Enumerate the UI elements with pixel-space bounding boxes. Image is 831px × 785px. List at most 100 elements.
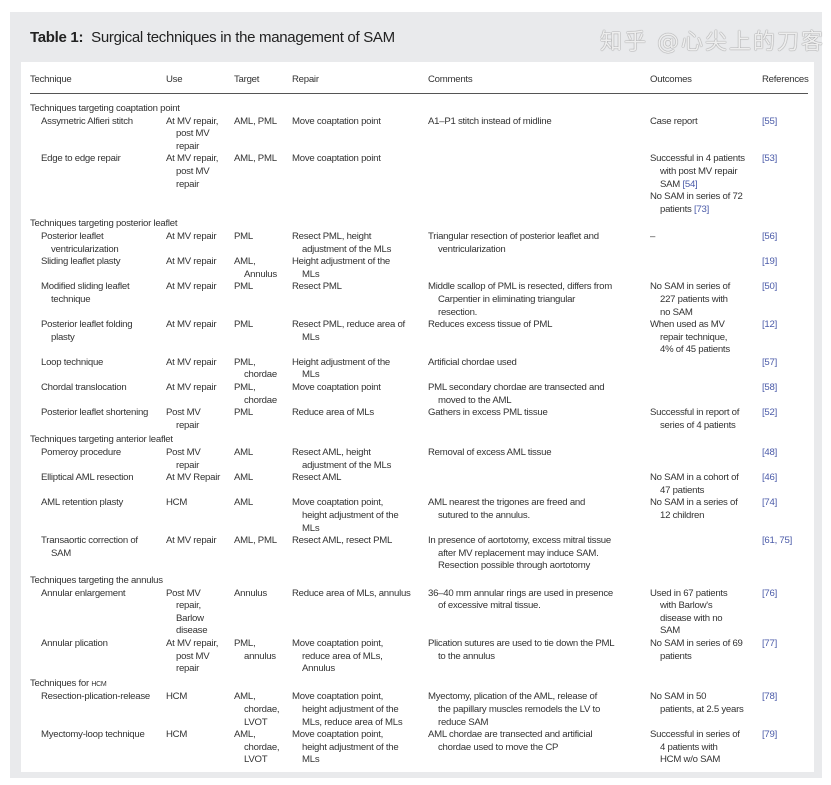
target-cell: AML, chordae, LVOT — [234, 729, 292, 767]
section-heading-text: Techniques targeting anterior leaflet — [30, 434, 173, 446]
reference-link[interactable]: [56] — [762, 230, 778, 242]
technique-cell: Chordal translocation — [30, 382, 166, 407]
table-caption: Surgical techniques in the management of… — [91, 29, 395, 46]
col-references: References — [762, 73, 809, 85]
reference-link[interactable]: [73] — [694, 203, 710, 215]
reference-link[interactable]: [53] — [762, 153, 778, 165]
use-cell: Post MV repair — [166, 407, 234, 432]
technique-text: Annular enlargement — [41, 587, 126, 599]
col-technique: Technique — [30, 73, 72, 85]
repair-cell: Reduce area of MLs, annulus — [292, 588, 428, 638]
outcome-text: Successful in report of series of 4 pati… — [650, 407, 740, 431]
reference-link[interactable]: [12] — [762, 319, 778, 331]
use-cell: At MV repair — [166, 319, 234, 357]
watermark: 知乎 @心尖上的刀客 — [600, 30, 825, 55]
references-cell: [12] — [762, 319, 808, 357]
technique-cell: Myectomy-loop technique — [30, 729, 166, 767]
comments-text: Gathers in excess PML tissue — [428, 407, 548, 419]
comments-cell: 36–40 mm annular rings are used in prese… — [428, 588, 650, 638]
reference-link[interactable]: [46] — [762, 472, 778, 484]
comments-text: Myectomy, plication of the AML, release … — [428, 691, 601, 728]
comments-text: Middle scallop of PML is resected, diffe… — [428, 281, 612, 318]
use-cell: At MV Repair — [166, 472, 234, 497]
use-cell: At MV repair — [166, 382, 234, 407]
reference-link[interactable]: [76] — [762, 587, 778, 599]
references-cell: [79] — [762, 729, 808, 767]
comments-cell: Myectomy, plication of the AML, release … — [428, 691, 650, 729]
reference-link[interactable]: [50] — [762, 281, 778, 293]
repair-text: Reduce area of MLs, annulus — [292, 587, 411, 599]
outcomes-cell: Successful in series of 4 patients with … — [650, 729, 762, 767]
table-row: Annular enlargement Post MV repair, Barlo… — [30, 588, 808, 638]
target-cell: PML — [234, 281, 292, 319]
reference-link[interactable]: [54] — [682, 178, 698, 190]
repair-text: Move coaptation point, height adjustment… — [292, 729, 399, 766]
outcome-text: Successful in series of 4 patients with … — [650, 729, 740, 766]
table-row: Posterior leaflet folding plasty At MV re… — [30, 319, 808, 357]
repair-text: Move coaptation point, height adjustment… — [292, 691, 403, 728]
use-cell: HCM — [166, 691, 234, 729]
references-cell: [19] — [762, 256, 808, 281]
comments-cell: Middle scallop of PML is resected, diffe… — [428, 281, 650, 319]
use-text: Post MV repair — [166, 407, 201, 431]
reference-link[interactable]: [48] — [762, 447, 778, 459]
use-text: At MV repair — [166, 535, 217, 547]
technique-text: Myectomy-loop technique — [41, 729, 145, 741]
target-text: AML — [234, 447, 253, 459]
target-cell: PML, chordae — [234, 357, 292, 382]
outcomes-cell: No SAM in series of 69 patients — [650, 638, 762, 676]
reference-link[interactable]: [58] — [762, 382, 778, 394]
outcome-text: No SAM in series of 69 patients — [650, 637, 743, 662]
outcome-entry: No SAM in a cohort of 47 patients — [650, 472, 758, 497]
table-row: Annular plication At MV repair, post MV r… — [30, 638, 808, 676]
technique-cell: Annular enlargement — [30, 588, 166, 638]
header-row: Technique Use Target Repair Comments Out… — [30, 67, 809, 94]
outcome-entry: No SAM in series of 69 patients — [650, 638, 758, 663]
outcomes-cell — [650, 382, 762, 407]
comments-cell: AML chordae are transected and artificia… — [428, 729, 650, 767]
use-text: At MV repair, post MV repair — [166, 153, 219, 190]
comments-cell: A1–P1 stitch instead of midline — [428, 116, 650, 154]
repair-text: Move coaptation point — [292, 153, 381, 165]
reference-link[interactable]: [79] — [762, 729, 778, 741]
comments-text: Triangular resection of posterior leafle… — [428, 230, 599, 255]
table-container: Technique Use Target Repair Comments Out… — [21, 62, 814, 772]
reference-link[interactable]: [77] — [762, 637, 778, 649]
table-row: Loop technique At MV repair PML, chordae He… — [30, 357, 808, 382]
use-cell: At MV repair — [166, 535, 234, 573]
reference-link[interactable]: [57] — [762, 356, 778, 368]
target-cell: AML, Annulus — [234, 256, 292, 281]
outcomes-cell — [650, 535, 762, 573]
target-text: AML, chordae, LVOT — [234, 729, 280, 766]
section-heading-row: Techniques targeting posterior leaflet — [30, 216, 808, 231]
target-text: AML, chordae, LVOT — [234, 691, 280, 728]
repair-cell: Resect PML, height adjustment of the MLs — [292, 231, 428, 256]
table-row: Chordal translocation At MV repair PML, ch… — [30, 382, 808, 407]
repair-cell: Height adjustment of the MLs — [292, 256, 428, 281]
target-cell: AML, PML — [234, 535, 292, 573]
section-heading-row: Techniques targeting the annulus — [30, 573, 808, 588]
use-cell: At MV repair — [166, 231, 234, 256]
section-heading-row: Techniques targeting coaptation point — [30, 94, 808, 116]
technique-text: Chordal translocation — [41, 382, 127, 394]
table-row: Transaortic correction of SAM At MV repai… — [30, 535, 808, 573]
comments-cell: Artificial chordae used — [428, 357, 650, 382]
references-cell: [52] — [762, 407, 808, 432]
references-cell: [78] — [762, 691, 808, 729]
reference-link[interactable]: [78] — [762, 691, 778, 703]
repair-text: Reduce area of MLs — [292, 407, 374, 419]
reference-link[interactable]: [74] — [762, 497, 778, 509]
target-text: AML, Annulus — [234, 256, 277, 280]
col-comments: Comments — [428, 73, 473, 85]
section-heading-text: Techniques targeting the annulus — [30, 574, 163, 586]
reference-link[interactable]: [61, 75] — [762, 535, 793, 547]
outcome-text: No SAM in series of 227 patients with no… — [650, 281, 731, 318]
reference-link[interactable]: [55] — [762, 115, 778, 127]
use-text: At MV repair — [166, 281, 217, 293]
reference-link[interactable]: [19] — [762, 256, 778, 268]
references-cell: [56] — [762, 231, 808, 256]
reference-link[interactable]: [52] — [762, 407, 778, 419]
comments-cell — [428, 472, 650, 497]
use-cell: HCM — [166, 497, 234, 535]
target-text: PML — [234, 281, 253, 293]
